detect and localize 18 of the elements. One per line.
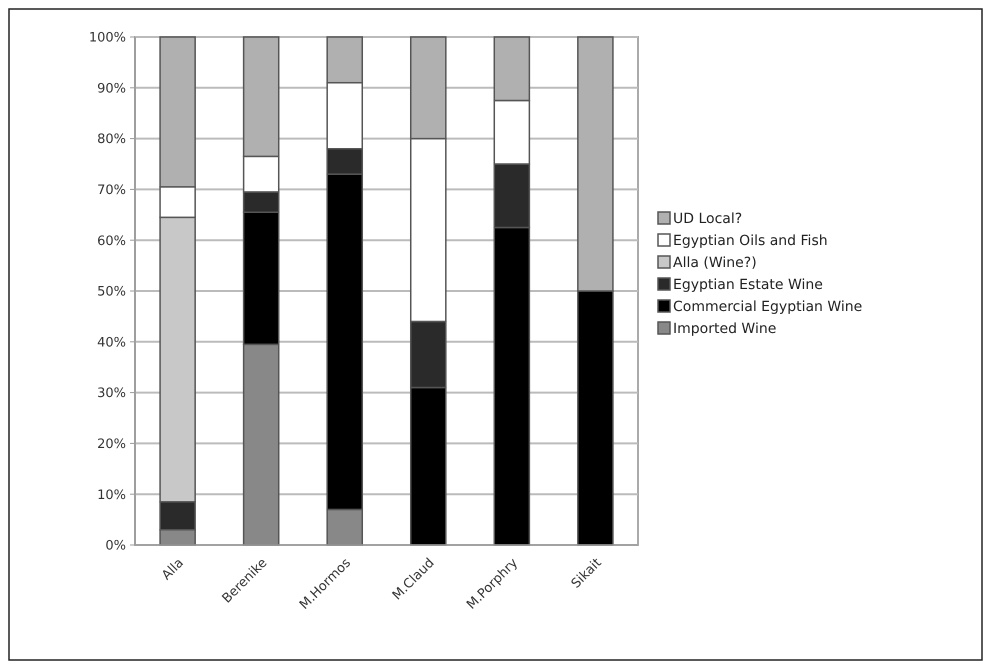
y-tick-label: 20% — [97, 436, 126, 452]
legend-label: Egyptian Oils and Fish — [673, 232, 828, 249]
legend-label: Alla (Wine?) — [673, 254, 757, 271]
y-tick-label: 50% — [97, 284, 126, 300]
y-tick-label: 100% — [88, 30, 126, 46]
x-tick-label: Alla — [159, 556, 187, 584]
y-tick-label: 80% — [97, 132, 126, 148]
legend-label: Commercial Egyptian Wine — [673, 298, 862, 315]
legend-label: Imported Wine — [673, 320, 776, 337]
y-tick-label: 60% — [97, 234, 126, 249]
y-tick-label: 40% — [97, 335, 126, 350]
legend-label: UD Local? — [673, 210, 742, 227]
y-tick-label: 70% — [97, 182, 126, 198]
y-tick-label: 30% — [97, 386, 126, 402]
y-tick-label: 0% — [105, 538, 126, 554]
y-tick-label: 10% — [97, 488, 126, 503]
y-tick-label: 90% — [97, 81, 126, 96]
legend-label: Egyptian Estate Wine — [673, 276, 823, 293]
